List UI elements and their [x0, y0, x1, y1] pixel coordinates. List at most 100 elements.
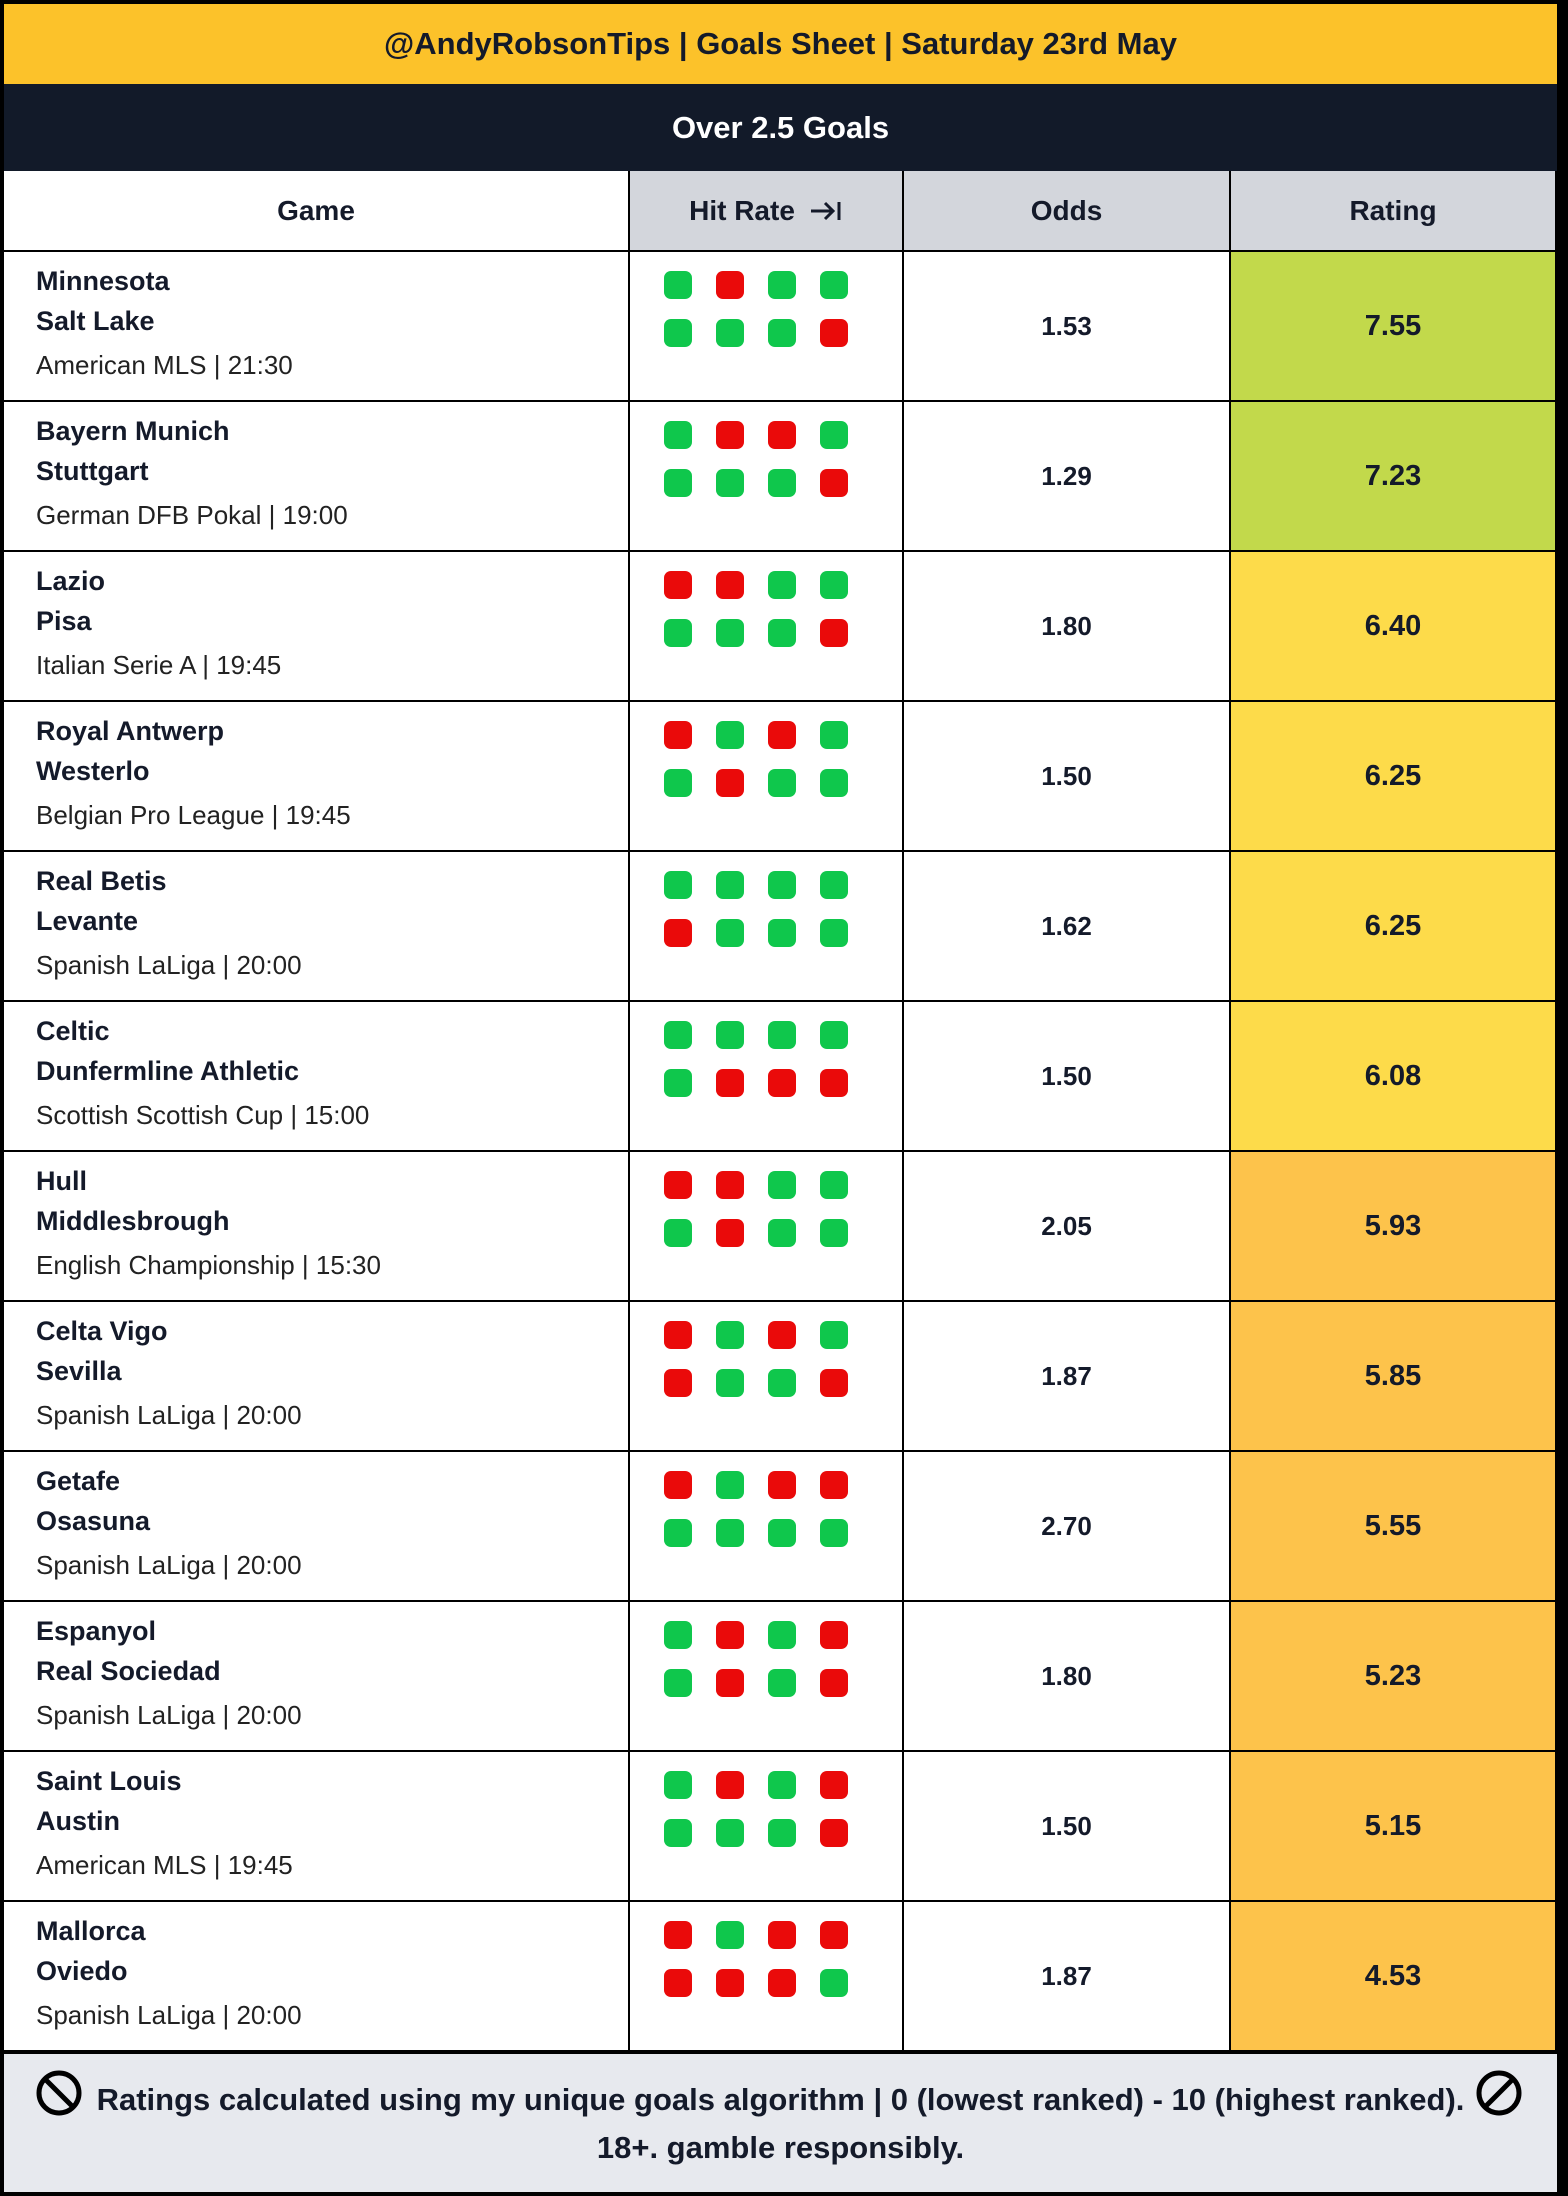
hit-dot [820, 1369, 848, 1397]
hit-dot [664, 769, 692, 797]
hit-dot [768, 1171, 796, 1199]
rating: 5.85 [1364, 1359, 1422, 1392]
rating-cell: 7.23 [1231, 402, 1557, 552]
away-team: Stuttgart [36, 456, 149, 486]
league-time: American MLS | 19:45 [36, 1850, 293, 1880]
hit-dot [820, 271, 848, 299]
league-time: Belgian Pro League | 19:45 [36, 800, 351, 830]
home-team: Espanyol [36, 1616, 157, 1646]
hit-dot [820, 1519, 848, 1547]
home-team: Lazio [36, 566, 106, 596]
odds-cell: 1.80 [904, 1602, 1231, 1752]
away-team: Middlesbrough [36, 1206, 230, 1236]
league-time: English Championship | 15:30 [36, 1250, 381, 1280]
hit-dot [664, 919, 692, 947]
hit-dot [664, 1219, 692, 1247]
home-team: Celta Vigo [36, 1316, 168, 1346]
hit-dot [716, 571, 744, 599]
hit-dot [820, 421, 848, 449]
hit-dot [664, 1171, 692, 1199]
hit-dot [716, 1969, 744, 1997]
hit-dot [768, 919, 796, 947]
hit-dot [716, 1069, 744, 1097]
sheet-title: @AndyRobsonTips | Goals Sheet | Saturday… [4, 4, 1557, 84]
rating: 5.15 [1364, 1809, 1422, 1842]
column-header: Odds [904, 171, 1231, 252]
rating-cell: 5.23 [1231, 1602, 1557, 1752]
hit-dot [820, 769, 848, 797]
odds: 1.62 [1041, 910, 1092, 941]
odds: 2.05 [1041, 1210, 1092, 1241]
game-cell: Mallorca Oviedo Spanish LaLiga | 20:00 [4, 1902, 630, 2052]
away-team: Levante [36, 906, 139, 936]
hit-dot [664, 1471, 692, 1499]
hit-dot [716, 1021, 744, 1049]
hit-dot [768, 319, 796, 347]
hit-dot [820, 1471, 848, 1499]
league-time: Spanish LaLiga | 20:00 [36, 1400, 302, 1430]
rating-cell: 5.85 [1231, 1302, 1557, 1452]
hit-dot [820, 1021, 848, 1049]
hit-dot [716, 421, 744, 449]
hit-dot [716, 271, 744, 299]
hit-dot [768, 421, 796, 449]
hit-dot [716, 1471, 744, 1499]
hit-dot [768, 1069, 796, 1097]
rating-cell: 7.55 [1231, 252, 1557, 402]
hit-dot [820, 1219, 848, 1247]
hit-dot [768, 619, 796, 647]
hit-rate-cell [630, 402, 904, 552]
hit-dot [820, 571, 848, 599]
game-cell: Hull Middlesbrough English Championship | … [4, 1152, 630, 1302]
odds-cell: 1.53 [904, 252, 1231, 402]
game-cell: Celta Vigo Sevilla Spanish LaLiga | 20:00 [4, 1302, 630, 1452]
odds: 1.50 [1041, 1060, 1092, 1091]
hit-dot [768, 1369, 796, 1397]
home-team: Minnesota [36, 266, 170, 296]
hit-dot [820, 1069, 848, 1097]
footer: Ratings calculated using my unique goals… [4, 2054, 1557, 2192]
hit-dot [716, 1321, 744, 1349]
odds-cell: 2.05 [904, 1152, 1231, 1302]
game-cell: Celtic Dunfermline Athletic Scottish Scott… [4, 1002, 630, 1152]
hit-dot [820, 1819, 848, 1847]
rating-cell: 4.53 [1231, 1902, 1557, 2052]
hit-dot [664, 871, 692, 899]
rating-cell: 6.40 [1231, 552, 1557, 702]
hit-dot [768, 769, 796, 797]
away-team: Real Sociedad [36, 1656, 221, 1686]
hit-dot [820, 1321, 848, 1349]
odds-cell: 1.50 [904, 1752, 1231, 1902]
home-team: Hull [36, 1166, 87, 1196]
hit-rate-cell [630, 1752, 904, 1902]
game-cell: Saint Louis Austin American MLS | 19:45 [4, 1752, 630, 1902]
game-cell: Espanyol Real Sociedad Spanish LaLiga | 20… [4, 1602, 630, 1752]
odds-cell: 1.80 [904, 552, 1231, 702]
rating: 7.55 [1364, 309, 1422, 342]
hit-dot [664, 1519, 692, 1547]
league-time: Italian Serie A | 19:45 [36, 650, 282, 680]
hit-dot [768, 1021, 796, 1049]
hit-dot [768, 1219, 796, 1247]
hit-dot [716, 1171, 744, 1199]
hit-dot [768, 271, 796, 299]
hit-dot [768, 1621, 796, 1649]
home-team: Saint Louis [36, 1766, 182, 1796]
hit-dot [664, 319, 692, 347]
game-cell: Royal Antwerp Westerlo Belgian Pro League … [4, 702, 630, 852]
hit-dot [820, 1171, 848, 1199]
league-time: German DFB Pokal | 19:00 [36, 500, 348, 530]
hit-dot [716, 1669, 744, 1697]
hit-rate-cell [630, 1002, 904, 1152]
hit-dot [820, 1969, 848, 1997]
rating: 6.08 [1364, 1059, 1422, 1092]
hit-dot [716, 1819, 744, 1847]
hit-rate-cell [630, 1152, 904, 1302]
hit-dot [768, 1321, 796, 1349]
hit-dot [768, 469, 796, 497]
hit-dot [716, 1369, 744, 1397]
rating: 4.53 [1364, 1959, 1422, 1992]
sort-icon[interactable] [809, 199, 843, 223]
hit-dot [820, 1771, 848, 1799]
